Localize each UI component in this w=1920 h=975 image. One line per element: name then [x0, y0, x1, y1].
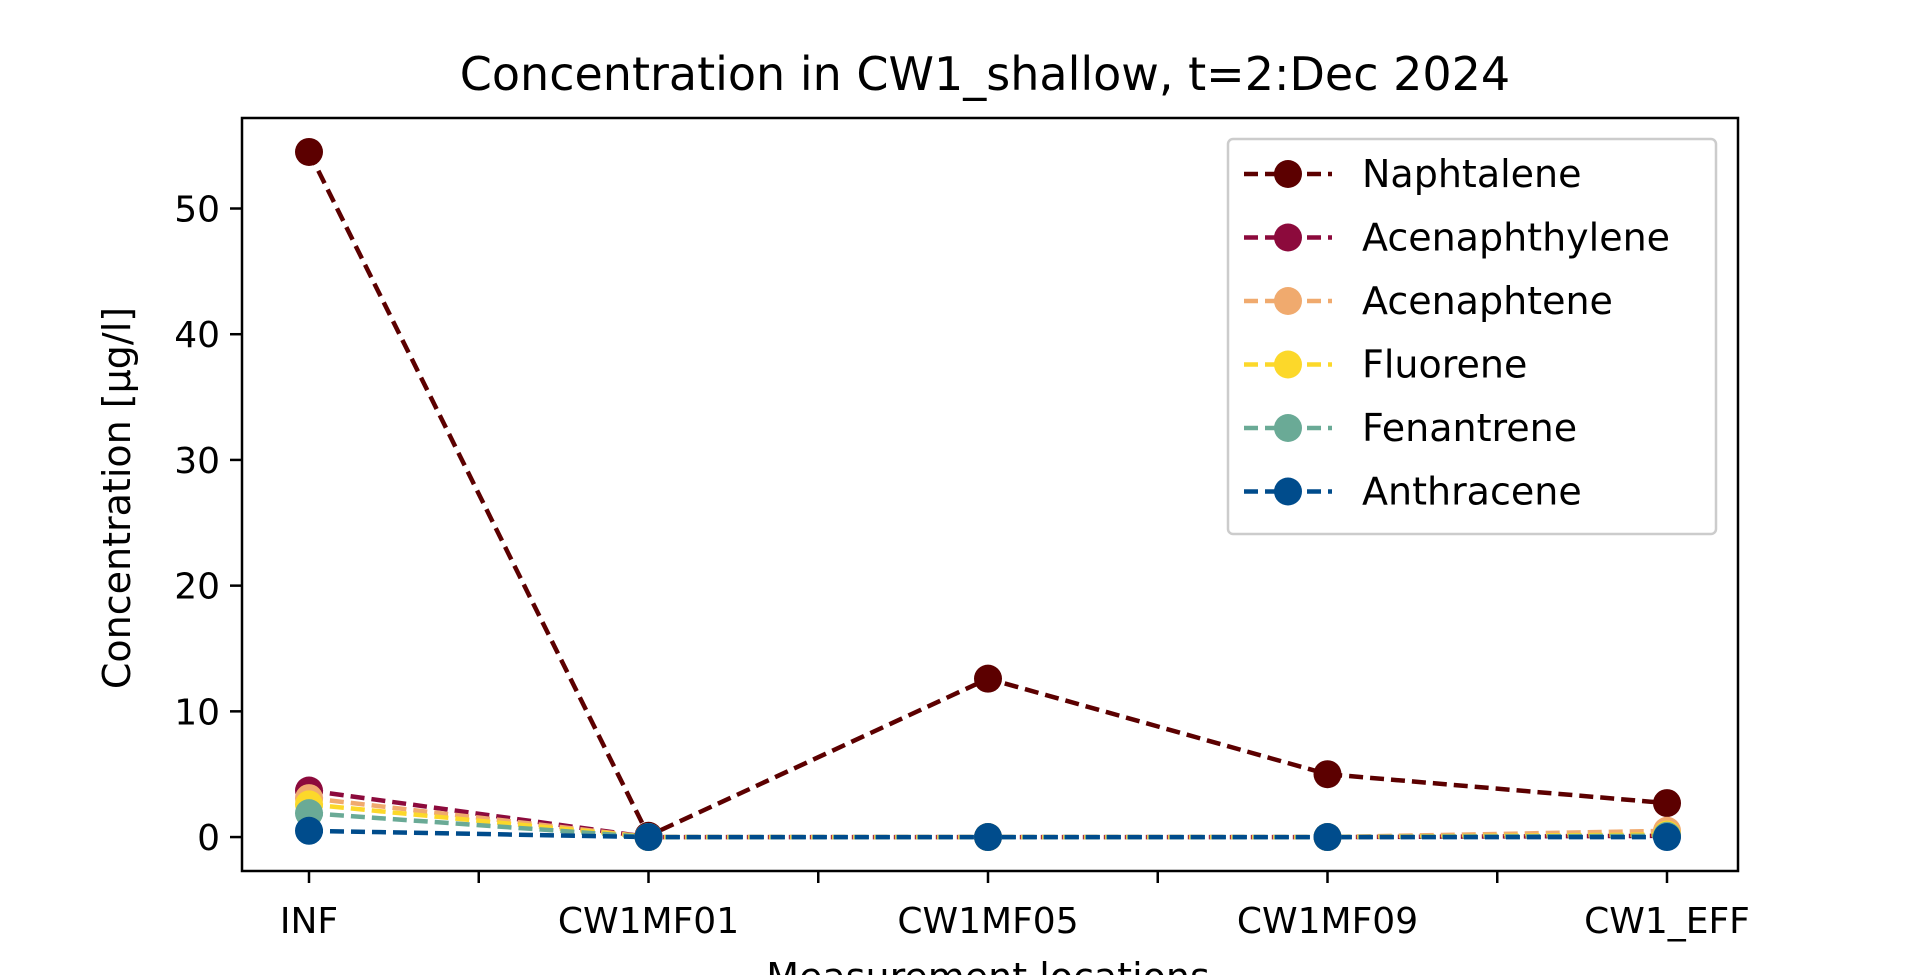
- legend-marker: [1274, 414, 1302, 442]
- y-tick-label: 20: [174, 567, 220, 608]
- legend-label: Naphtalene: [1362, 152, 1582, 196]
- legend-marker: [1274, 223, 1302, 252]
- legend-label: Fluorene: [1362, 343, 1527, 387]
- data-point-anthracene-cw1mf05: [974, 823, 1002, 852]
- data-point-naphtalene-cw1mf05: [974, 664, 1002, 693]
- legend-marker: [1274, 350, 1302, 379]
- plot-frame: [240, 116, 1740, 873]
- data-point-anthracene-cw1mf09: [1313, 823, 1342, 852]
- y-tick-label: 30: [174, 441, 220, 482]
- y-tick-label: 40: [174, 315, 220, 356]
- legend-label: Anthracene: [1362, 470, 1582, 514]
- legend-box: [1226, 137, 1718, 536]
- x-tick-label: INF: [280, 901, 338, 942]
- y-tick-label: 50: [174, 190, 220, 231]
- legend-item-anthracene: Anthracene: [1244, 470, 1582, 514]
- legend-item-acenaphthylene: Acenaphthylene: [1244, 216, 1670, 260]
- legend-label: Acenaphthylene: [1362, 216, 1670, 260]
- x-tick-label: CW1MF09: [1237, 901, 1418, 942]
- legend-label: Fenantrene: [1362, 406, 1577, 450]
- legend-marker: [1274, 160, 1302, 188]
- data-point-naphtalene-inf: [295, 137, 323, 166]
- legend-item-fenantrene: Fenantrene: [1244, 406, 1577, 450]
- data-point-anthracene-cw1_eff: [1653, 823, 1681, 852]
- x-tick-label: CW1_EFF: [1584, 901, 1750, 942]
- legend-item-naphtalene: Naphtalene: [1244, 152, 1582, 196]
- y-axis-label: Concentration [µg/l]: [95, 307, 139, 689]
- axes: 0 10 20 30 40 50 INF CW1MF01 CW1MF05 CW1MF09 CW1_E…: [174, 116, 1750, 942]
- series-markers: [295, 137, 1681, 852]
- legend-marker: [1274, 287, 1302, 315]
- legend-item-acenaphtene: Acenaphtene: [1244, 279, 1613, 323]
- legend-item-fluorene: Fluorene: [1244, 343, 1527, 387]
- legend-label: Acenaphtene: [1362, 279, 1613, 323]
- legend-marker: [1274, 477, 1302, 506]
- y-tick-label: 10: [174, 692, 220, 733]
- data-point-anthracene-cw1mf01: [634, 823, 663, 852]
- data-point-naphtalene-cw1mf09: [1313, 760, 1342, 789]
- x-tick-label: CW1MF01: [558, 901, 739, 942]
- legend: Naphtalene Acenaphthylene Acenaphtene Fluor…: [1226, 137, 1718, 536]
- data-point-anthracene-inf: [295, 816, 323, 845]
- x-axis-label: Measurement locations: [766, 955, 1210, 975]
- data-point-naphtalene-cw1_eff: [1653, 789, 1681, 818]
- chart-title: Concentration in CW1_shallow, t=2:Dec 20…: [460, 47, 1510, 101]
- x-tick-label: CW1MF05: [897, 901, 1078, 942]
- y-tick-label: 0: [197, 818, 220, 859]
- plot-area: [295, 137, 1681, 852]
